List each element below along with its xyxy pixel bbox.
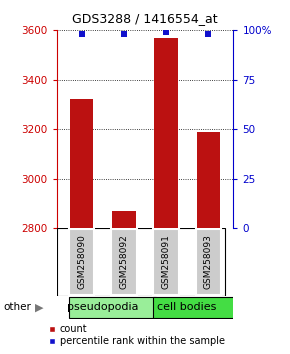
Bar: [153, 229, 179, 295]
Text: ▶: ▶: [35, 302, 44, 313]
Bar: [69, 297, 155, 318]
Text: GSM258091: GSM258091: [162, 234, 171, 290]
Text: GSM258093: GSM258093: [204, 234, 213, 290]
Text: other: other: [3, 302, 31, 313]
Point: [79, 31, 84, 37]
Text: GDS3288 / 1416554_at: GDS3288 / 1416554_at: [72, 12, 218, 25]
Text: GSM258090: GSM258090: [77, 234, 86, 290]
Legend: count, percentile rank within the sample: count, percentile rank within the sample: [47, 324, 224, 346]
Bar: [197, 132, 220, 228]
Bar: [69, 229, 95, 295]
Bar: [70, 99, 93, 228]
Text: GSM258092: GSM258092: [119, 235, 128, 289]
Bar: [153, 297, 240, 318]
Text: cell bodies: cell bodies: [157, 302, 217, 313]
Point: [122, 31, 126, 37]
Bar: [111, 229, 137, 295]
Text: pseudopodia: pseudopodia: [67, 302, 139, 313]
Bar: [155, 38, 178, 228]
Point: [164, 29, 168, 35]
Bar: [195, 229, 221, 295]
Point: [206, 31, 211, 37]
Bar: [112, 211, 135, 228]
